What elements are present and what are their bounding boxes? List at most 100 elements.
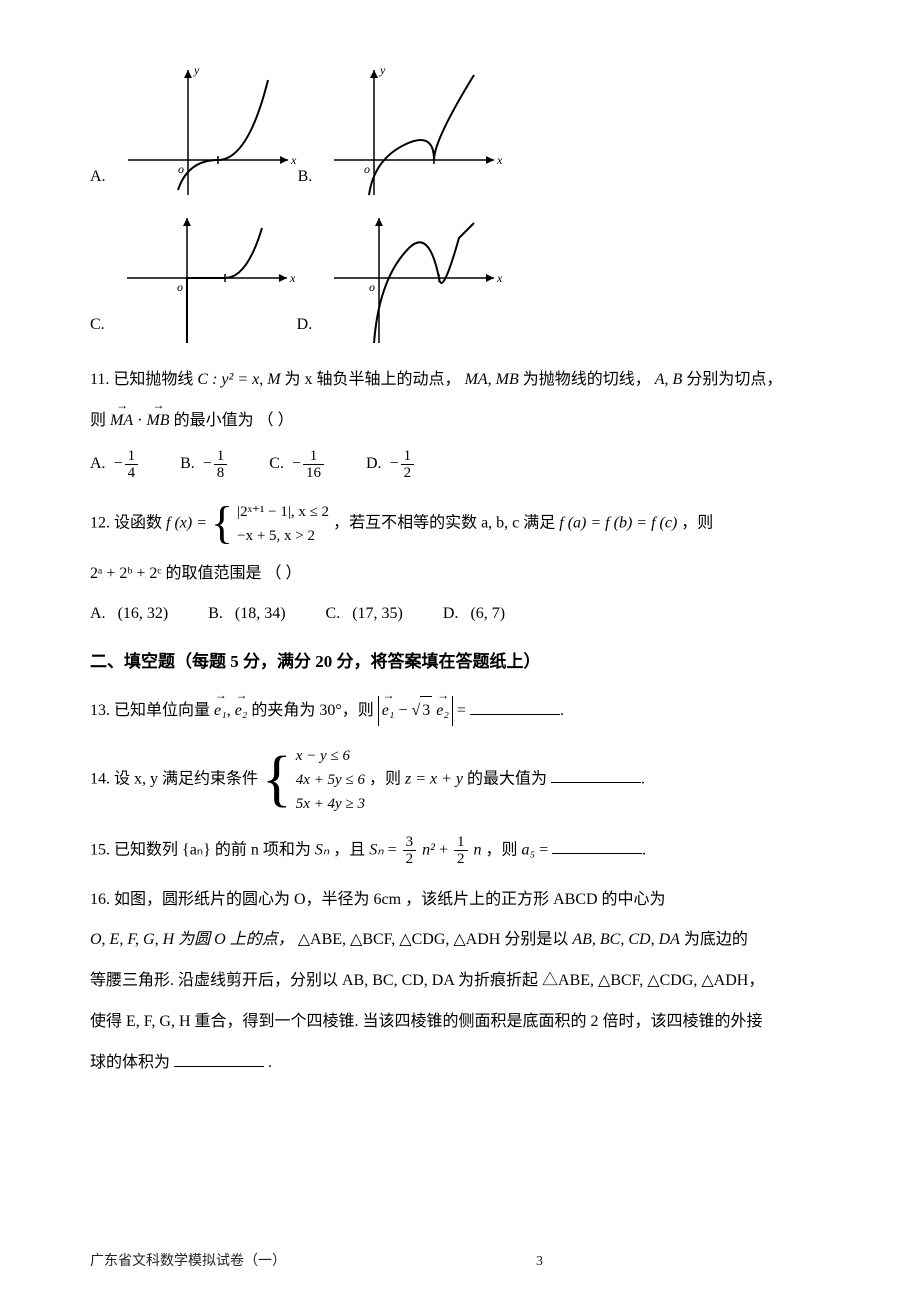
q13-expr-e1: e₁ — [382, 697, 395, 726]
q16-line3: 等腰三角形. 沿虚线剪开后，分别以 AB, BC, CD, DA 为折痕折起 △… — [90, 967, 830, 996]
q13-text-mid: 的夹角为 30°，则 — [251, 702, 377, 719]
q15-n: n — [474, 841, 482, 858]
q16-line4: 使得 E, F, G, H 重合，得到一个四棱锥. 当该四棱锥的侧面积是底面积的… — [90, 1008, 830, 1037]
q13-minus: − — [398, 702, 411, 719]
q11-c-den: 16 — [303, 464, 324, 482]
question-12: 12. 设函数 f (x) = { |2ˣ⁺¹ − 1|, x ≤ 2 −x +… — [90, 500, 830, 630]
graph-row-1: A. o x y B. o x y — [90, 60, 830, 200]
q15-n2: n² — [422, 841, 435, 858]
svg-text:x: x — [496, 271, 503, 285]
q13-e1: e₁ — [214, 697, 227, 726]
graph-label-d: D. — [297, 311, 313, 348]
q15-f2-num: 1 — [454, 834, 468, 851]
q12-opt-d-label: D. — [443, 605, 459, 622]
q12-opt-d-val: (6, 7) — [470, 605, 505, 622]
q11-opt-c: C. − 116 — [269, 448, 326, 482]
q11-neg-c: − — [292, 450, 301, 479]
question-11: 11. 已知抛物线 C : y² = x, M 为 x 轴负半轴上的动点， MA… — [90, 366, 830, 482]
q11-opt-a: A. − 14 — [90, 448, 140, 482]
q11-mamb: MA, MB — [465, 371, 519, 388]
q16-tris: △ABE, △BCF, △CDG, △ADH — [298, 931, 501, 948]
q16-line1: 16. 如图，圆形纸片的圆心为 O，半径为 6cm ，该纸片上的正方形 ABCD… — [90, 886, 830, 915]
q11-opt-b-label: B. — [180, 450, 195, 479]
q11-text-pre: 11. 已知抛物线 — [90, 371, 197, 388]
svg-text:o: o — [178, 162, 184, 176]
q12-opt-c-label: C. — [326, 605, 341, 622]
q15-f1-den: 2 — [403, 850, 417, 868]
q11-c-num: 1 — [307, 448, 321, 465]
q11-text-end: 分别为切点， — [686, 371, 782, 388]
q12-line2-end: 的取值范围是 （ ） — [165, 565, 301, 582]
q15-sn: Sₙ — [315, 841, 329, 858]
q16-line2-pre: O, E, F, G, H 为圆 O 上的点， — [90, 931, 294, 948]
q11-a-den: 4 — [125, 464, 139, 482]
svg-text:o: o — [177, 280, 183, 294]
q11-text-mid2: 为抛物线的切线， — [523, 371, 651, 388]
q14-c1: x − y ≤ 6 — [296, 744, 365, 768]
svg-text:y: y — [193, 63, 200, 77]
q12-opt-b-label: B. — [208, 605, 223, 622]
q15-text-mid2: ，且 — [333, 841, 369, 858]
q11-formula: C : y² = x, M — [197, 371, 280, 388]
q12-line2-expr: 2ᵃ + 2ᵇ + 2ᶜ — [90, 565, 161, 582]
q13-e2: e₂ — [235, 697, 248, 726]
q11-neg-d: − — [390, 450, 399, 479]
q16-sides: AB, BC, CD, DA — [572, 931, 680, 948]
q12-text-pre: 12. 设函数 — [90, 514, 166, 531]
svg-text:x: x — [496, 153, 503, 167]
q11-opt-a-label: A. — [90, 450, 106, 479]
question-13: 13. 已知单位向量 e₁, e₂ 的夹角为 30°，则 e₁ − √3 e₂ … — [90, 696, 830, 726]
graph-label-a: A. — [90, 163, 106, 200]
q14-c3: 5x + 4y ≥ 3 — [296, 792, 365, 816]
q13-abs: e₁ − √3 e₂ — [378, 696, 453, 726]
q11-d-num: 1 — [401, 448, 415, 465]
section-2-title: 二、填空题（每题 5 分，满分 20 分，将答案填在答题纸上） — [90, 647, 830, 678]
question-14: 14. 设 x, y 满足约束条件 { x − y ≤ 6 4x + 5y ≤ … — [90, 744, 830, 816]
q11-options: A. − 14 B. − 18 C. − 116 D. − 12 — [90, 448, 830, 482]
q15-eq: = — [388, 841, 401, 858]
q14-text-pre: 14. 设 x, y 满足约束条件 — [90, 770, 262, 787]
q11-text-mid: 为 x 轴负半轴上的动点， — [285, 371, 461, 388]
q14-blank — [551, 766, 641, 784]
q15-blank — [552, 837, 642, 855]
graph-d: o x — [324, 208, 504, 348]
svg-text:o: o — [364, 162, 370, 176]
svg-text:o: o — [369, 280, 375, 294]
q12-piece1: |2ˣ⁺¹ − 1|, x ≤ 2 — [237, 500, 329, 524]
q15-f1-num: 3 — [403, 834, 417, 851]
q16-line2-end: 为底边的 — [684, 931, 748, 948]
q11-opt-d: D. − 12 — [366, 448, 416, 482]
q12-text-end: ，则 — [681, 514, 713, 531]
q14-c2: 4x + 5y ≤ 6 — [296, 768, 365, 792]
q12-options: A. (16, 32) B. (18, 34) C. (17, 35) D. (… — [90, 600, 830, 629]
q12-opt-a-label: A. — [90, 605, 106, 622]
q12-opt-d: D. (6, 7) — [443, 600, 505, 629]
q15-text-mid3: ，则 — [486, 841, 522, 858]
q14-piecewise: { x − y ≤ 6 4x + 5y ≤ 6 5x + 4y ≥ 3 — [262, 744, 365, 816]
graph-b: o x y — [324, 60, 504, 200]
q12-opt-a-val: (16, 32) — [118, 605, 169, 622]
q14-text-end: 的最大值为 — [467, 770, 547, 787]
q15-an: {aₙ} — [182, 841, 211, 858]
page-footer: 广东省文科数学模拟试卷（一） 3 — [90, 1249, 830, 1274]
q12-piecewise: { |2ˣ⁺¹ − 1|, x ≤ 2 −x + 5, x > 2 — [211, 500, 329, 548]
q15-f2-den: 2 — [454, 850, 468, 868]
q15-text-pre: 15. 已知数列 — [90, 841, 182, 858]
q16-line5: 球的体积为 — [90, 1054, 170, 1071]
q12-eq: f (a) = f (b) = f (c) — [559, 514, 677, 531]
q12-opt-c: C. (17, 35) — [326, 600, 403, 629]
svg-text:y: y — [379, 63, 386, 77]
q11-a-num: 1 — [125, 448, 139, 465]
q12-opt-b: B. (18, 34) — [208, 600, 285, 629]
question-16: 16. 如图，圆形纸片的圆心为 O，半径为 6cm ，该纸片上的正方形 ABCD… — [90, 886, 830, 1078]
q16-period: . — [268, 1054, 272, 1071]
graph-row-2: C. o x D. o x — [90, 208, 830, 348]
q14-z: z = x + y — [405, 770, 463, 787]
q15-text-mid1: 的前 n 项和为 — [215, 841, 315, 858]
q11-neg-a: − — [114, 450, 123, 479]
q11-line2-end: 的最小值为 （ ） — [174, 412, 294, 429]
q14-text-mid: ，则 — [369, 770, 405, 787]
q11-b-den: 8 — [214, 464, 228, 482]
q11-ab: A, B — [655, 371, 683, 388]
q13-sqrt3: 3 — [420, 696, 432, 726]
